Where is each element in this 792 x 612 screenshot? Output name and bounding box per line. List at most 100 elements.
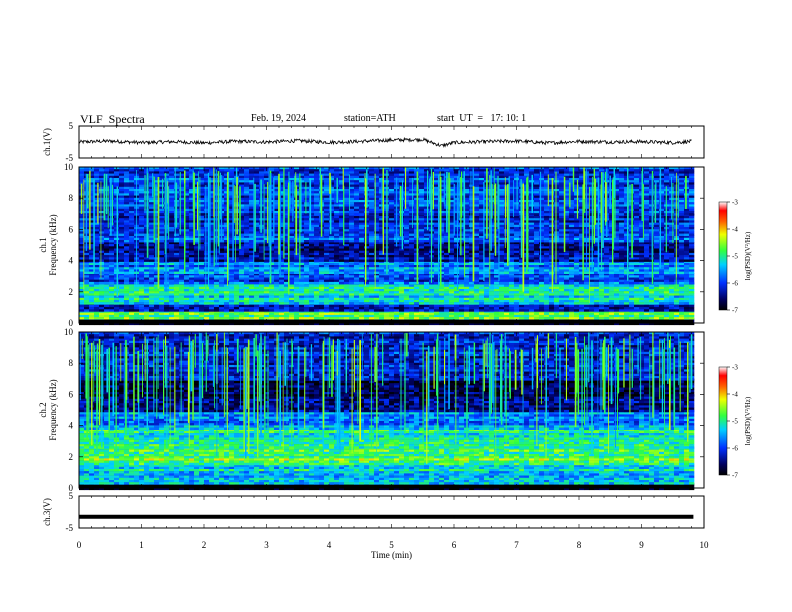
spectrogram-cell: [289, 317, 295, 320]
spectrogram-cell: [144, 273, 150, 276]
spectrogram-cell: [559, 304, 565, 308]
spectrogram-cell: [354, 248, 360, 251]
spectrogram-cell: [619, 246, 625, 249]
spectrogram-cell: [79, 267, 85, 270]
spectrogram-cell: [259, 265, 265, 268]
spectrogram-cell: [169, 273, 175, 276]
spectrogram-cell: [89, 312, 95, 316]
spectrogram-cell: [299, 293, 305, 296]
spectrogram-cell: [604, 262, 610, 266]
spectrogram-cell: [639, 262, 645, 266]
spectrogram-cell: [489, 309, 495, 312]
spectrogram-cell: [174, 279, 180, 283]
spectrogram-cell: [374, 295, 380, 298]
spectrogram-cell: [419, 269, 425, 272]
spectrogram-cell: [239, 286, 245, 290]
spectrogram-cell: [119, 291, 125, 294]
spectrogram-cell: [369, 246, 375, 249]
spectrogram-cell: [679, 291, 685, 294]
spectrogram-cell: [634, 286, 640, 290]
spectrogram-cell: [599, 286, 605, 290]
spectrogram-cell: [239, 246, 245, 249]
spectrogram-cell: [269, 271, 275, 274]
spectrogram-cell: [424, 291, 430, 294]
spectrogram-cell: [309, 322, 315, 326]
spectrogram-cell: [684, 297, 690, 301]
spectrogram-cell: [589, 277, 595, 280]
spectrogram-cell: [139, 252, 145, 256]
spectrogram-cell: [654, 312, 660, 316]
spectrogram-cell: [489, 307, 495, 310]
spectrogram-cell: [214, 317, 220, 320]
spectrogram-cell: [399, 241, 405, 245]
spectrogram-cell: [89, 250, 95, 254]
spectrogram-cell: [269, 250, 275, 254]
spectrogram-cell: [174, 244, 180, 247]
spectrogram-cell: [184, 241, 190, 245]
spectrogram-cell: [534, 309, 540, 312]
spectrogram-cell: [484, 295, 490, 298]
spectrogram-cell: [684, 295, 690, 298]
spectrogram-cell: [429, 281, 435, 285]
spectrogram-cell: [529, 248, 535, 251]
spectrogram-cell: [349, 284, 355, 287]
spectrogram-cell: [289, 289, 295, 292]
spectrogram-cell: [404, 244, 410, 247]
spectrogram-cell: [689, 246, 695, 249]
spectrogram-cell: [244, 262, 250, 266]
spectrogram-cell: [654, 265, 660, 268]
spectrogram-cell: [689, 281, 695, 285]
spectrogram-cell: [504, 269, 510, 272]
spectrogram-cell: [324, 304, 330, 308]
spectrogram-cell: [604, 284, 610, 287]
spectrogram-cell: [399, 267, 405, 270]
spectrogram-cell: [189, 317, 195, 320]
spectrogram-cell: [239, 291, 245, 294]
spectrogram-cell: [99, 289, 105, 292]
spectrogram-cell: [204, 300, 210, 303]
spectrogram-cell: [444, 244, 450, 247]
spectrogram-cell: [314, 291, 320, 294]
spectrogram-cell: [469, 302, 475, 305]
spectrogram-cell: [99, 281, 105, 285]
spectrogram-cell: [169, 289, 175, 292]
spectrogram-cell: [144, 291, 150, 294]
spectrogram-cell: [79, 262, 85, 266]
spectrogram-cell: [219, 241, 225, 245]
spectrogram-cell: [574, 317, 580, 320]
spectrogram-cell: [419, 300, 425, 303]
spectrogram-cell: [129, 267, 135, 270]
spectrogram-cell: [124, 248, 130, 251]
spectrogram-cell: [569, 279, 575, 283]
spectrogram-cell: [364, 317, 370, 320]
spectrogram-cell: [274, 255, 280, 258]
spectrogram-cell: [334, 271, 340, 274]
spectrogram-cell: [554, 277, 560, 280]
spectrogram-cell: [494, 248, 500, 251]
spectrogram-cell: [579, 269, 585, 272]
spectrogram-cell: [254, 307, 260, 310]
spectrogram-cell: [534, 244, 540, 247]
spectrogram-cell: [664, 252, 670, 256]
spectrogram-cell: [289, 246, 295, 249]
spectrogram-cell: [424, 300, 430, 303]
spectrogram-cell: [314, 309, 320, 312]
spectrogram-cell: [174, 302, 180, 305]
spectrogram-cell: [104, 314, 110, 318]
spectrogram-cell: [484, 317, 490, 320]
spectrogram-cell: [229, 241, 235, 245]
spectrogram-cell: [589, 300, 595, 303]
spectrogram-cell: [344, 244, 350, 247]
spectrogram-cell: [629, 273, 635, 276]
spectrogram-cell: [444, 322, 450, 326]
spectrogram-cell: [259, 300, 265, 303]
spectrogram-cell: [654, 250, 660, 254]
spectrogram-cell: [234, 248, 240, 251]
spectrogram-cell: [194, 314, 200, 318]
spectrogram-cell: [559, 277, 565, 280]
spectrogram-cell: [689, 277, 695, 280]
spectrogram-cell: [184, 312, 190, 316]
spectrogram-cell: [194, 265, 200, 268]
spectrogram-cell: [634, 275, 640, 278]
spectrogram-cell: [494, 295, 500, 298]
